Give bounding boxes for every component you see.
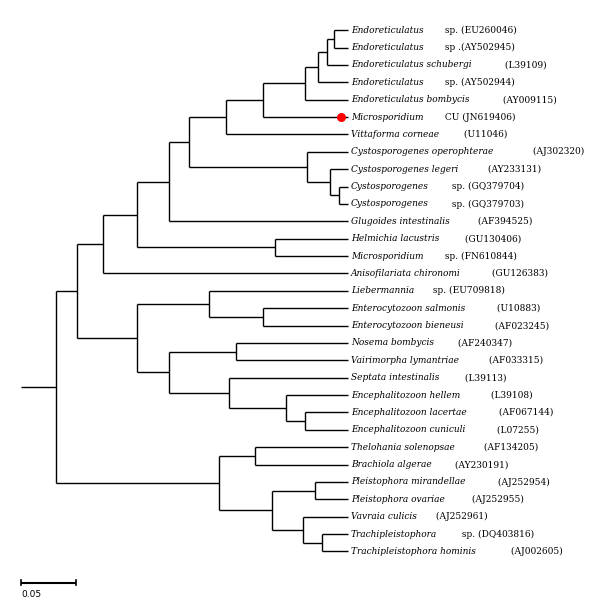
- Text: (L07255): (L07255): [494, 425, 539, 434]
- Text: (U11046): (U11046): [461, 130, 508, 139]
- Text: (AY009115): (AY009115): [500, 95, 556, 104]
- Text: (AF033315): (AF033315): [487, 356, 544, 365]
- Text: Microsporidium: Microsporidium: [350, 112, 423, 121]
- Text: (L39108): (L39108): [488, 391, 533, 400]
- Text: Liebermannia: Liebermannia: [350, 286, 414, 295]
- Text: (L39113): (L39113): [462, 373, 506, 382]
- Text: Brachiola algerae: Brachiola algerae: [350, 460, 431, 469]
- Text: Endoreticulatus: Endoreticulatus: [350, 78, 424, 87]
- Text: Enterocytozoon salmonis: Enterocytozoon salmonis: [350, 304, 465, 313]
- Text: (AF023245): (AF023245): [492, 321, 550, 330]
- Text: (AJ002605): (AJ002605): [508, 547, 562, 556]
- Text: Endoreticulatus: Endoreticulatus: [350, 26, 424, 35]
- Text: (AJ302320): (AJ302320): [530, 147, 584, 156]
- Text: Cystosporogenes: Cystosporogenes: [350, 182, 428, 191]
- Text: (GU130406): (GU130406): [462, 234, 521, 243]
- Text: Encephalitozoon hellem: Encephalitozoon hellem: [350, 391, 460, 400]
- Text: Pleistophora ovariae: Pleistophora ovariae: [350, 495, 445, 504]
- Text: Vittaforma corneae: Vittaforma corneae: [350, 130, 439, 139]
- Text: Endoreticulatus schubergi: Endoreticulatus schubergi: [350, 60, 472, 69]
- Text: (AF067144): (AF067144): [496, 408, 554, 417]
- Text: (L39109): (L39109): [502, 60, 547, 69]
- Text: sp. (EU709818): sp. (EU709818): [430, 286, 505, 295]
- Text: Encephalitozoon cuniculi: Encephalitozoon cuniculi: [350, 425, 465, 434]
- Text: (AF394525): (AF394525): [475, 217, 532, 226]
- Text: (AF240347): (AF240347): [455, 338, 512, 347]
- Text: (GU126383): (GU126383): [488, 269, 548, 278]
- Text: Anisofilariata chironomi: Anisofilariata chironomi: [350, 269, 460, 278]
- Text: sp. (FN610844): sp. (FN610844): [442, 251, 517, 261]
- Text: sp. (AY502944): sp. (AY502944): [442, 78, 515, 87]
- Text: Cystosporogenes legeri: Cystosporogenes legeri: [350, 165, 458, 174]
- Text: Glugoides intestinalis: Glugoides intestinalis: [350, 217, 449, 226]
- Text: sp. (GQ379703): sp. (GQ379703): [449, 199, 524, 208]
- Text: Trachipleistophora hominis: Trachipleistophora hominis: [350, 547, 476, 556]
- Text: Helmichia lacustris: Helmichia lacustris: [350, 234, 439, 243]
- Text: (AF134205): (AF134205): [481, 443, 538, 452]
- Text: Nosema bombycis: Nosema bombycis: [350, 338, 434, 347]
- Text: Endoreticulatus bombycis: Endoreticulatus bombycis: [350, 95, 469, 104]
- Text: Vavraia culicis: Vavraia culicis: [350, 512, 416, 521]
- Text: (AY230191): (AY230191): [452, 460, 509, 469]
- Text: (AY233131): (AY233131): [485, 165, 542, 174]
- Text: sp. (DQ403816): sp. (DQ403816): [459, 530, 534, 539]
- Text: (AJ252955): (AJ252955): [469, 495, 524, 504]
- Text: sp. (GQ379704): sp. (GQ379704): [449, 182, 524, 191]
- Text: (U10883): (U10883): [494, 304, 541, 313]
- Text: Endoreticulatus: Endoreticulatus: [350, 43, 424, 52]
- Text: Vairimorpha lymantriae: Vairimorpha lymantriae: [350, 356, 458, 365]
- Text: Enterocytozoon bieneusi: Enterocytozoon bieneusi: [350, 321, 463, 330]
- Text: sp. (EU260046): sp. (EU260046): [442, 25, 517, 35]
- Text: (AJ252961): (AJ252961): [433, 512, 488, 521]
- Text: CU (JN619406): CU (JN619406): [442, 112, 515, 121]
- Text: 0.05: 0.05: [22, 590, 41, 599]
- Text: sp .(AY502945): sp .(AY502945): [442, 43, 515, 52]
- Text: Microsporidium: Microsporidium: [350, 252, 423, 260]
- Text: Encephalitozoon lacertae: Encephalitozoon lacertae: [350, 408, 466, 417]
- Text: Cystosporogenes: Cystosporogenes: [350, 199, 428, 208]
- Text: Pleistophora mirandellae: Pleistophora mirandellae: [350, 478, 465, 486]
- Text: (AJ252954): (AJ252954): [494, 477, 550, 487]
- Text: Septata intestinalis: Septata intestinalis: [350, 373, 439, 382]
- Text: Trachipleistophora: Trachipleistophora: [350, 530, 437, 539]
- Text: Thelohania solenopsae: Thelohania solenopsae: [350, 443, 455, 452]
- Text: Cystosporogenes operophterae: Cystosporogenes operophterae: [350, 147, 493, 156]
